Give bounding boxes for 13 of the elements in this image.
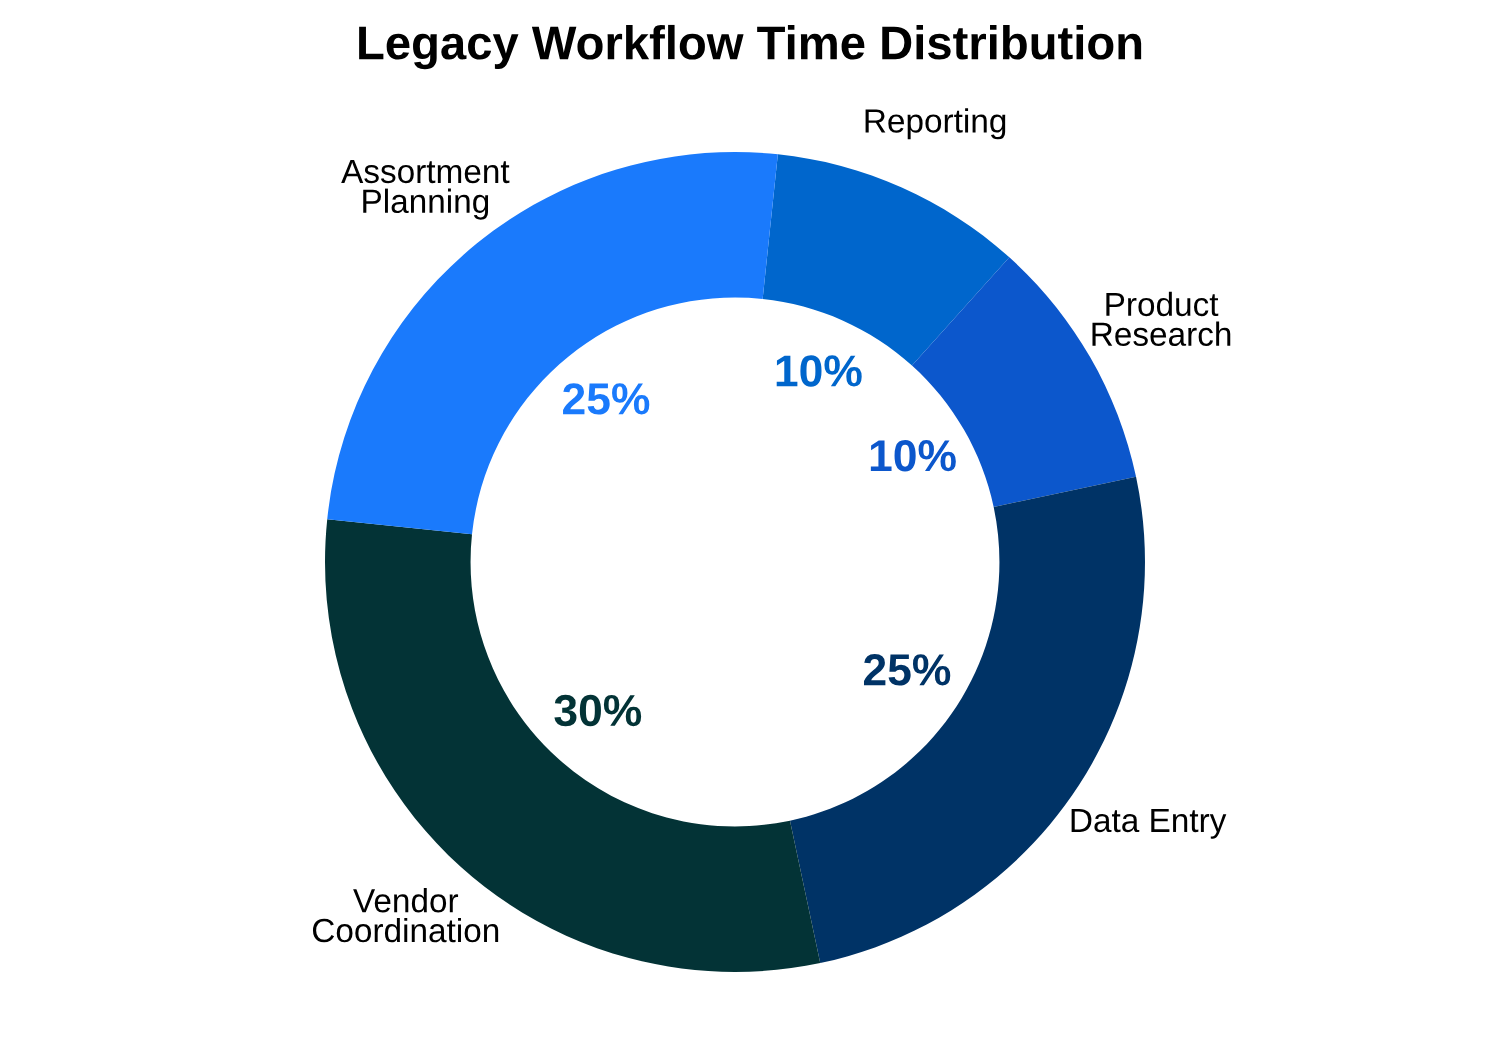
slice-label: Data Entry	[1071, 808, 1227, 839]
donut-slice	[327, 152, 778, 535]
data-label: 25%	[563, 383, 650, 415]
donut-slice	[789, 476, 1145, 964]
slice-label: Vendor Coordination	[312, 888, 499, 943]
slice-label: Product Research	[1092, 291, 1231, 347]
data-label: 10%	[870, 439, 956, 472]
chart-title: Legacy Workflow Time Distribution	[359, 24, 1142, 70]
data-label: 10%	[776, 355, 862, 387]
slice-label: Reporting	[865, 108, 1006, 140]
data-label: 30%	[554, 694, 642, 727]
data-label: 25%	[863, 654, 951, 686]
slice-label: Assortment Planning	[341, 159, 510, 220]
